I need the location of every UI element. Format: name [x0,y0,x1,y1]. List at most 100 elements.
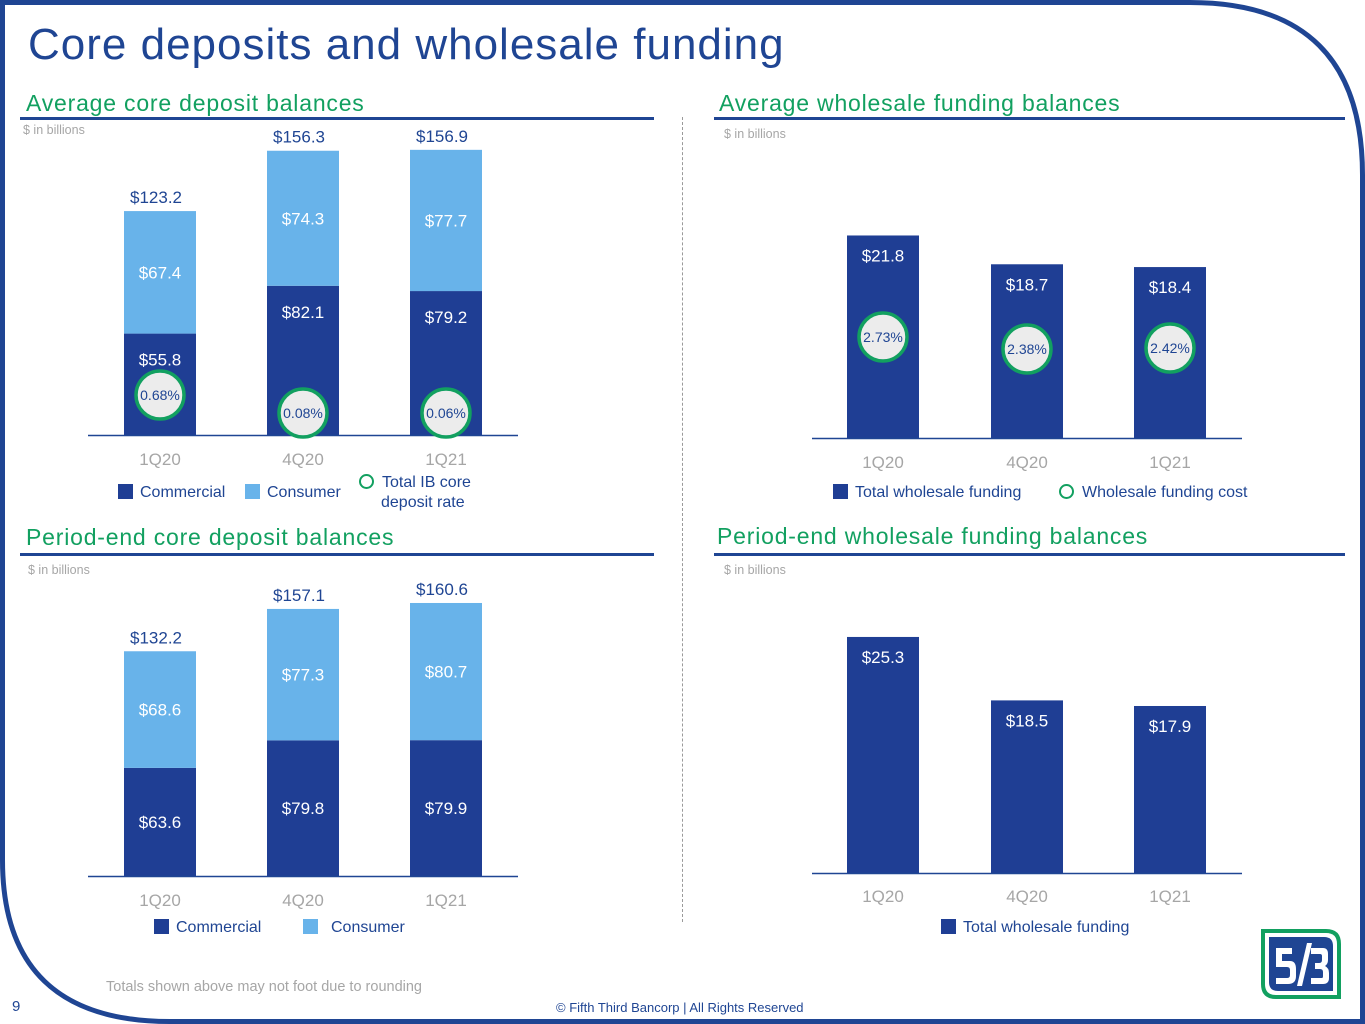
rate-label: 2.73% [863,329,903,345]
legend-label: Consumer [331,919,405,936]
rate-marker [420,387,472,439]
bar-consumer [410,149,482,292]
bar-value-label: $25.3 [862,648,905,667]
pe-core-rule [20,553,654,556]
x-tick-label: 4Q20 [1006,887,1048,906]
avg-core-title: Average core deposit balances [26,90,365,116]
total-label: $156.9 [416,127,468,146]
pe-core-title: Period-end core deposit balances [26,524,395,550]
wholesale-swatch [833,484,848,499]
rate-label: 0.06% [426,405,466,421]
x-tick-label: 4Q20 [1006,453,1048,472]
pe-wholesale-rule [714,553,1345,556]
bar-value-label: $77.3 [282,666,325,685]
rate-marker [277,387,329,439]
bar-total-wholesale-funding [1134,705,1206,873]
legend-label: Commercial [140,484,226,501]
rate-marker [1001,323,1053,375]
legend-item-rate: Total IB core [359,473,471,493]
legend-label: Consumer [267,484,341,501]
bar-consumer [267,150,339,286]
bar-value-label: $67.4 [139,263,182,282]
bar-value-label: $82.1 [282,303,325,322]
legend-item-cost: Wholesale funding cost [1059,483,1247,503]
avg-core-rule [20,117,654,120]
consumer-swatch [245,484,260,499]
pe-core-unit: $ in billions [28,563,90,577]
legend-label: Total wholesale funding [963,919,1130,936]
column-divider [682,117,683,922]
commercial-swatch [154,919,169,934]
bar-value-label: $80.7 [425,663,468,682]
cost-ring-icon [1059,484,1074,499]
legend-item-total: Total wholesale funding [833,483,1021,503]
pe-wholesale-title: Period-end wholesale funding balances [717,523,1149,549]
x-tick-label: 1Q20 [862,453,904,472]
bar-value-label: $21.8 [862,246,905,265]
total-label: $160.6 [416,580,468,599]
slide-title: Core deposits and wholesale funding [28,20,785,69]
bar-value-label: $68.6 [139,701,182,720]
total-label: $123.2 [130,188,182,207]
bar-value-label: $63.6 [139,813,182,832]
rate-label: 0.08% [283,405,323,421]
rate-marker [134,369,186,421]
rate-marker [857,311,909,363]
rate-label: 2.42% [1150,340,1190,356]
bar-value-label: $18.5 [1006,711,1049,730]
legend-item-consumer: Consumer [303,918,405,938]
rate-marker [1144,322,1196,374]
x-tick-label: 1Q20 [139,891,181,910]
bar-commercial [267,740,339,876]
bar-value-label: $79.2 [425,308,468,327]
pe-wholesale-unit: $ in billions [724,563,786,577]
commercial-swatch [118,484,133,499]
x-tick-label: 1Q21 [425,891,467,910]
x-tick-label: 4Q20 [282,891,324,910]
x-tick-label: 1Q21 [1149,453,1191,472]
legend-label: Total wholesale funding [855,484,1022,501]
fifth-third-logo [1261,929,1341,999]
bar-consumer [410,602,482,741]
legend-label: Wholesale funding cost [1082,484,1248,501]
legend-item-rate-line2: deposit rate [381,494,465,511]
copyright: © Fifth Third Bancorp | All Rights Reser… [556,1000,804,1015]
total-label: $132.2 [130,628,182,647]
legend-label: Total IB core [382,474,471,491]
avg-core-unit: $ in billions [23,123,85,137]
consumer-swatch [303,919,318,934]
legend-item-commercial: Commercial [118,483,225,503]
x-tick-label: 1Q21 [425,450,467,469]
wholesale-swatch [941,919,956,934]
bar-consumer [124,651,196,768]
legend-label: Commercial [176,919,262,936]
bar-total-wholesale-funding [847,636,919,873]
x-tick-label: 1Q21 [1149,887,1191,906]
bar-consumer [267,608,339,741]
avg-wholesale-unit: $ in billions [724,127,786,141]
bar-commercial [410,740,482,876]
avg-wholesale-rule [714,117,1345,120]
legend-item-consumer: Consumer [245,483,341,503]
bar-commercial [124,767,196,876]
bar-value-label: $79.9 [425,799,468,818]
total-label: $157.1 [273,586,325,605]
bar-value-label: $74.3 [282,209,325,228]
x-tick-label: 1Q20 [862,887,904,906]
bar-value-label: $79.8 [282,799,325,818]
bar-consumer [124,211,196,334]
rate-label: 2.38% [1007,341,1047,357]
footnote: Totals shown above may not foot due to r… [106,979,422,995]
total-label: $156.3 [273,128,325,147]
rate-label: 0.68% [140,387,180,403]
bar-value-label: $18.4 [1149,278,1192,297]
x-tick-label: 4Q20 [282,450,324,469]
bar-value-label: $17.9 [1149,717,1192,736]
x-tick-label: 1Q20 [139,450,181,469]
bar-value-label: $55.8 [139,351,182,370]
avg-wholesale-title: Average wholesale funding balances [719,90,1121,116]
rate-ring-icon [359,474,374,489]
